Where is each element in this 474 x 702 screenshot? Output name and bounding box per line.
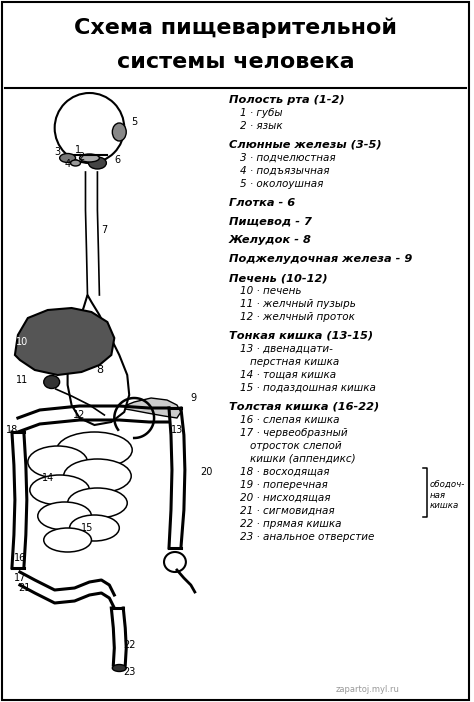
- Text: 21 · сигмовидная: 21 · сигмовидная: [239, 506, 334, 516]
- Text: 2: 2: [78, 152, 85, 162]
- Text: Печень (10-12): Печень (10-12): [228, 273, 327, 283]
- Text: 11 · желчный пузырь: 11 · желчный пузырь: [239, 299, 356, 309]
- Circle shape: [55, 93, 124, 163]
- Text: 12: 12: [73, 410, 86, 420]
- Text: 15 · подаздошная кишка: 15 · подаздошная кишка: [239, 383, 375, 393]
- Text: 17 · червеобразный: 17 · червеобразный: [239, 428, 347, 438]
- Ellipse shape: [112, 665, 126, 672]
- Text: 5 · околоушная: 5 · околоушная: [239, 179, 323, 189]
- Ellipse shape: [64, 459, 131, 493]
- Text: 23: 23: [123, 667, 136, 677]
- Text: 22: 22: [123, 640, 136, 650]
- Text: 3: 3: [55, 147, 61, 157]
- Text: 16: 16: [14, 553, 26, 563]
- Text: Желудок - 8: Желудок - 8: [228, 235, 311, 246]
- Text: 6: 6: [114, 155, 120, 165]
- Ellipse shape: [164, 552, 186, 572]
- Text: 7: 7: [101, 225, 108, 235]
- Text: системы человека: системы человека: [117, 52, 355, 72]
- Ellipse shape: [44, 528, 91, 552]
- Ellipse shape: [89, 157, 106, 169]
- Text: 8: 8: [96, 365, 103, 375]
- Polygon shape: [68, 295, 129, 425]
- Ellipse shape: [44, 376, 60, 388]
- Text: 20 · нисходящая: 20 · нисходящая: [239, 493, 330, 503]
- Text: 17: 17: [14, 573, 26, 583]
- Text: Толстая кишка (16-22): Толстая кишка (16-22): [228, 402, 379, 412]
- Text: отросток слепой: отросток слепой: [250, 441, 342, 451]
- Text: 13: 13: [171, 425, 183, 435]
- Ellipse shape: [30, 475, 90, 505]
- Text: Поджелудочная железа - 9: Поджелудочная железа - 9: [228, 254, 412, 264]
- Text: Слюнные железы (3-5): Слюнные железы (3-5): [228, 140, 381, 150]
- Ellipse shape: [28, 446, 88, 478]
- Ellipse shape: [112, 123, 126, 141]
- Text: 1: 1: [74, 145, 81, 155]
- Text: кишки (аппендикс): кишки (аппендикс): [250, 453, 356, 464]
- Text: 4: 4: [64, 159, 71, 169]
- Ellipse shape: [70, 515, 119, 541]
- Text: 14: 14: [42, 473, 54, 483]
- Text: 5: 5: [131, 117, 137, 127]
- Text: 9: 9: [191, 393, 197, 403]
- Text: 10 · печень: 10 · печень: [239, 286, 301, 296]
- Text: 1 · губы: 1 · губы: [239, 108, 282, 118]
- Text: zapartoj.myl.ru: zapartoj.myl.ru: [336, 685, 400, 694]
- Ellipse shape: [57, 432, 132, 468]
- Polygon shape: [15, 308, 114, 375]
- Polygon shape: [119, 398, 181, 418]
- Text: ободоч-: ободоч-: [429, 481, 465, 490]
- Ellipse shape: [68, 488, 127, 518]
- Text: 20: 20: [201, 467, 213, 477]
- FancyBboxPatch shape: [2, 2, 469, 700]
- Text: 19 · поперечная: 19 · поперечная: [239, 479, 328, 490]
- Text: 10: 10: [16, 337, 28, 347]
- Text: 21: 21: [18, 583, 31, 593]
- Text: 4 · подъязычная: 4 · подъязычная: [239, 166, 329, 176]
- Text: 14 · тощая кишка: 14 · тощая кишка: [239, 370, 336, 380]
- Text: 22 · прямая кишка: 22 · прямая кишка: [239, 519, 341, 529]
- Text: 15: 15: [81, 523, 94, 533]
- Text: 13 · двенадцати-: 13 · двенадцати-: [239, 344, 332, 354]
- Text: 2 · язык: 2 · язык: [239, 121, 282, 131]
- Text: 18: 18: [6, 425, 18, 435]
- Text: 12 · желчный проток: 12 · желчный проток: [239, 312, 355, 322]
- Text: ная: ная: [429, 491, 446, 500]
- Text: 23 · анальное отверстие: 23 · анальное отверстие: [239, 532, 374, 542]
- Text: 11: 11: [16, 375, 28, 385]
- Ellipse shape: [38, 502, 91, 530]
- Text: 18 · восходящая: 18 · восходящая: [239, 467, 329, 477]
- Text: Тонкая кишка (13-15): Тонкая кишка (13-15): [228, 331, 373, 341]
- Text: Пищевод - 7: Пищевод - 7: [228, 216, 311, 227]
- Text: Глотка - 6: Глотка - 6: [228, 198, 295, 208]
- Text: перстная кишка: перстная кишка: [250, 357, 340, 367]
- Text: Схема пищеварительной: Схема пищеварительной: [74, 18, 397, 39]
- Ellipse shape: [60, 154, 75, 162]
- Text: Полость рта (1-2): Полость рта (1-2): [228, 95, 344, 105]
- Ellipse shape: [71, 160, 81, 166]
- Text: кишка: кишка: [429, 501, 459, 510]
- Ellipse shape: [80, 154, 100, 162]
- Text: 16 · слепая кишка: 16 · слепая кишка: [239, 415, 339, 425]
- Text: 3 · подчелюстная: 3 · подчелюстная: [239, 153, 335, 163]
